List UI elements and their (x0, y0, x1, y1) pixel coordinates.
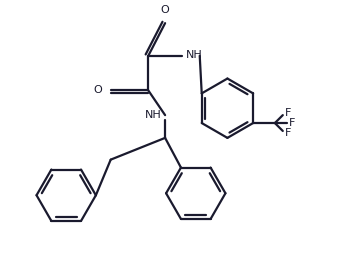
Text: F: F (285, 128, 291, 138)
Text: O: O (161, 5, 169, 15)
Text: NH: NH (145, 110, 162, 120)
Text: NH: NH (186, 50, 203, 60)
Text: O: O (93, 85, 102, 96)
Text: F: F (289, 118, 295, 128)
Text: F: F (285, 108, 291, 118)
